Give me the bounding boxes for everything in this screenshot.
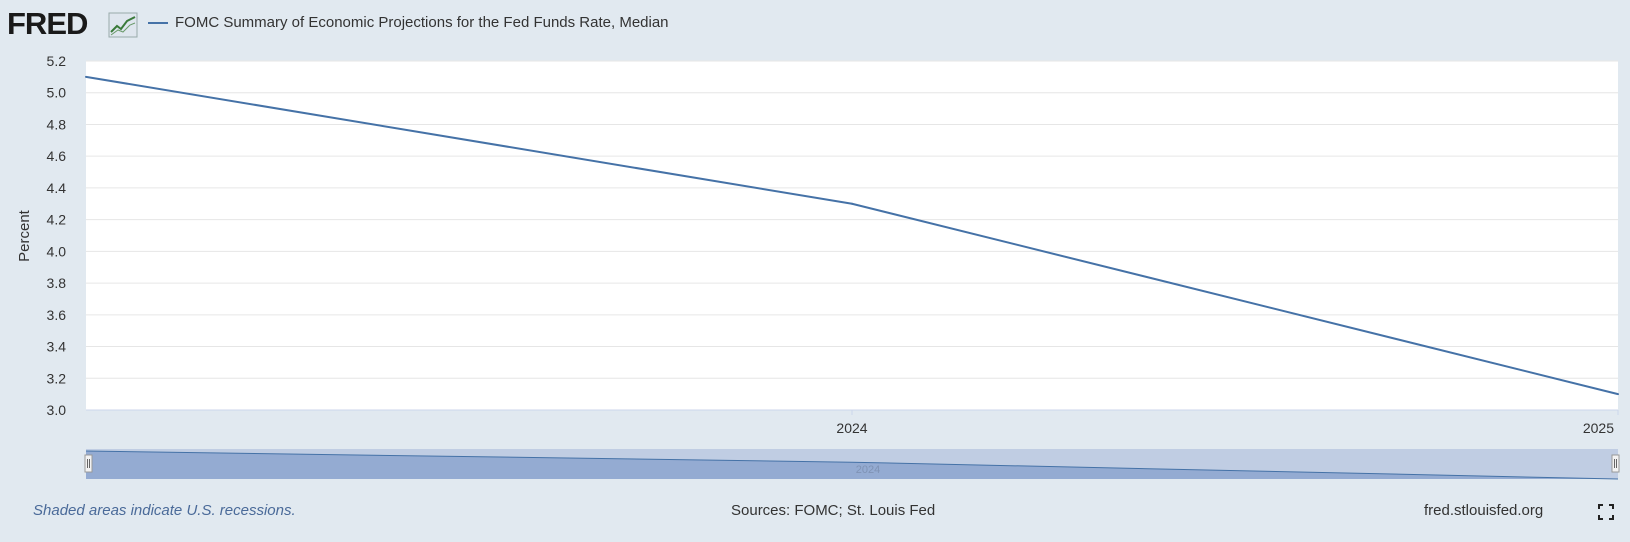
site-link[interactable]: fred.stlouisfed.org (1424, 502, 1544, 519)
y-tick-label: 3.0 (47, 402, 67, 418)
x-tick-label: 2024 (836, 420, 867, 436)
legend-swatch (148, 21, 168, 24)
y-tick-label: 3.8 (47, 275, 67, 291)
y-tick-label: 4.2 (47, 212, 67, 228)
sources-text: Sources: FOMC; St. Louis Fed (731, 502, 936, 519)
navigator-area (86, 451, 1618, 479)
navigator-line (85, 450, 1619, 480)
y-tick-label: 3.6 (47, 307, 67, 323)
fred-chart-icon (108, 12, 138, 38)
chart-area: 3.0 3.2 3.4 3.6 3.8 4.0 4.2 4.4 4.6 4.8 5.0 5.2 2024… (16, 53, 1620, 480)
data-point[interactable] (1617, 393, 1619, 396)
y-tick-label: 3.4 (47, 339, 67, 355)
recession-note: Shaded areas indicate U.S. recessions. (33, 502, 296, 519)
data-point[interactable] (85, 75, 87, 78)
y-tick-label: 4.8 (47, 116, 67, 132)
navigator-handle-left[interactable] (84, 454, 93, 473)
fred-logo[interactable]: FRED (7, 6, 88, 41)
x-tick-label: 2025 (1583, 420, 1614, 436)
y-tick-label: 5.0 (47, 85, 67, 101)
legend-label: FOMC Summary of Economic Projections for… (175, 14, 669, 31)
y-tick-label: 3.2 (47, 370, 67, 386)
y-tick-label: 4.6 (47, 148, 67, 164)
data-point[interactable] (851, 202, 853, 205)
chart-footer: Shaded areas indicate U.S. recessions. S… (0, 500, 1630, 530)
y-tick-label: 4.4 (47, 180, 67, 196)
plot-background (86, 61, 1618, 410)
navigator-label: 2024 (856, 464, 880, 476)
y-axis-title: Percent (16, 209, 33, 262)
chart-header: FRED FOMC Summary of Economic Projection… (0, 0, 1630, 50)
y-tick-label: 4.0 (47, 243, 67, 259)
y-tick-label: 5.2 (47, 53, 67, 69)
chart-legend[interactable]: FOMC Summary of Economic Projections for… (148, 14, 669, 31)
fullscreen-icon[interactable] (1598, 504, 1614, 520)
navigator-handle-right[interactable] (1611, 454, 1620, 473)
